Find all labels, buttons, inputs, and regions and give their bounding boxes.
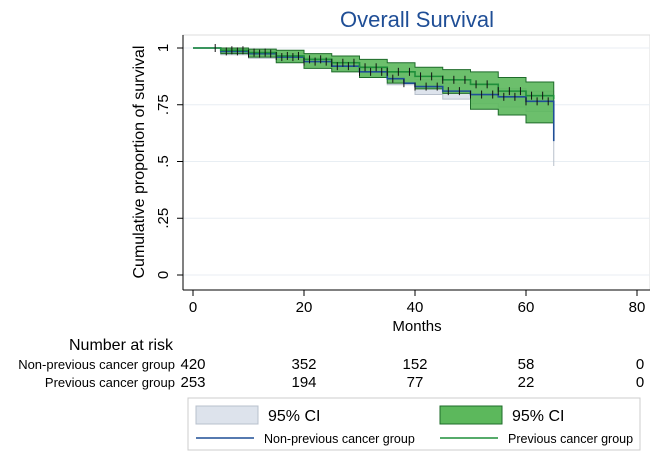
legend-label: Previous cancer group (508, 432, 633, 446)
y-tick-label: 1 (155, 44, 172, 52)
ci-band-previous (193, 47, 555, 129)
risk-table-title: Number at risk (69, 337, 174, 354)
risk-row-label: Previous cancer group (45, 375, 175, 390)
risk-value: 0 (636, 374, 644, 391)
risk-value: 22 (518, 374, 535, 391)
risk-value: 58 (518, 356, 535, 373)
risk-value: 194 (291, 374, 316, 391)
risk-value: 253 (180, 374, 205, 391)
series-line-non-previous (193, 47, 555, 142)
y-tick-label: .75 (155, 94, 172, 115)
legend-swatch (195, 405, 259, 425)
x-tick-label: 20 (296, 299, 313, 316)
risk-row-label: Non-previous cancer group (18, 357, 175, 372)
risk-value: 352 (291, 356, 316, 373)
risk-value: 0 (636, 356, 644, 373)
legend-label: 95% CI (268, 408, 320, 425)
chart-title: Overall Survival (340, 7, 494, 32)
risk-value: 152 (402, 356, 427, 373)
x-axis-label: Months (392, 318, 441, 335)
x-tick-label: 60 (518, 299, 535, 316)
y-tick-label: .25 (155, 208, 172, 229)
legend-swatch (439, 405, 503, 425)
legend-label: 95% CI (512, 408, 564, 425)
y-tick-label: 0 (155, 271, 172, 279)
risk-value: 77 (407, 374, 424, 391)
x-tick-label: 0 (189, 299, 197, 316)
legend-box (187, 397, 641, 451)
x-tick-label: 40 (407, 299, 424, 316)
risk-value: 420 (180, 356, 205, 373)
y-axis-label: Cumulative proportion of survival (131, 46, 148, 279)
x-tick-label: 80 (629, 299, 646, 316)
legend-label: Non-previous cancer group (264, 432, 415, 446)
y-tick-label: .5 (155, 155, 172, 168)
